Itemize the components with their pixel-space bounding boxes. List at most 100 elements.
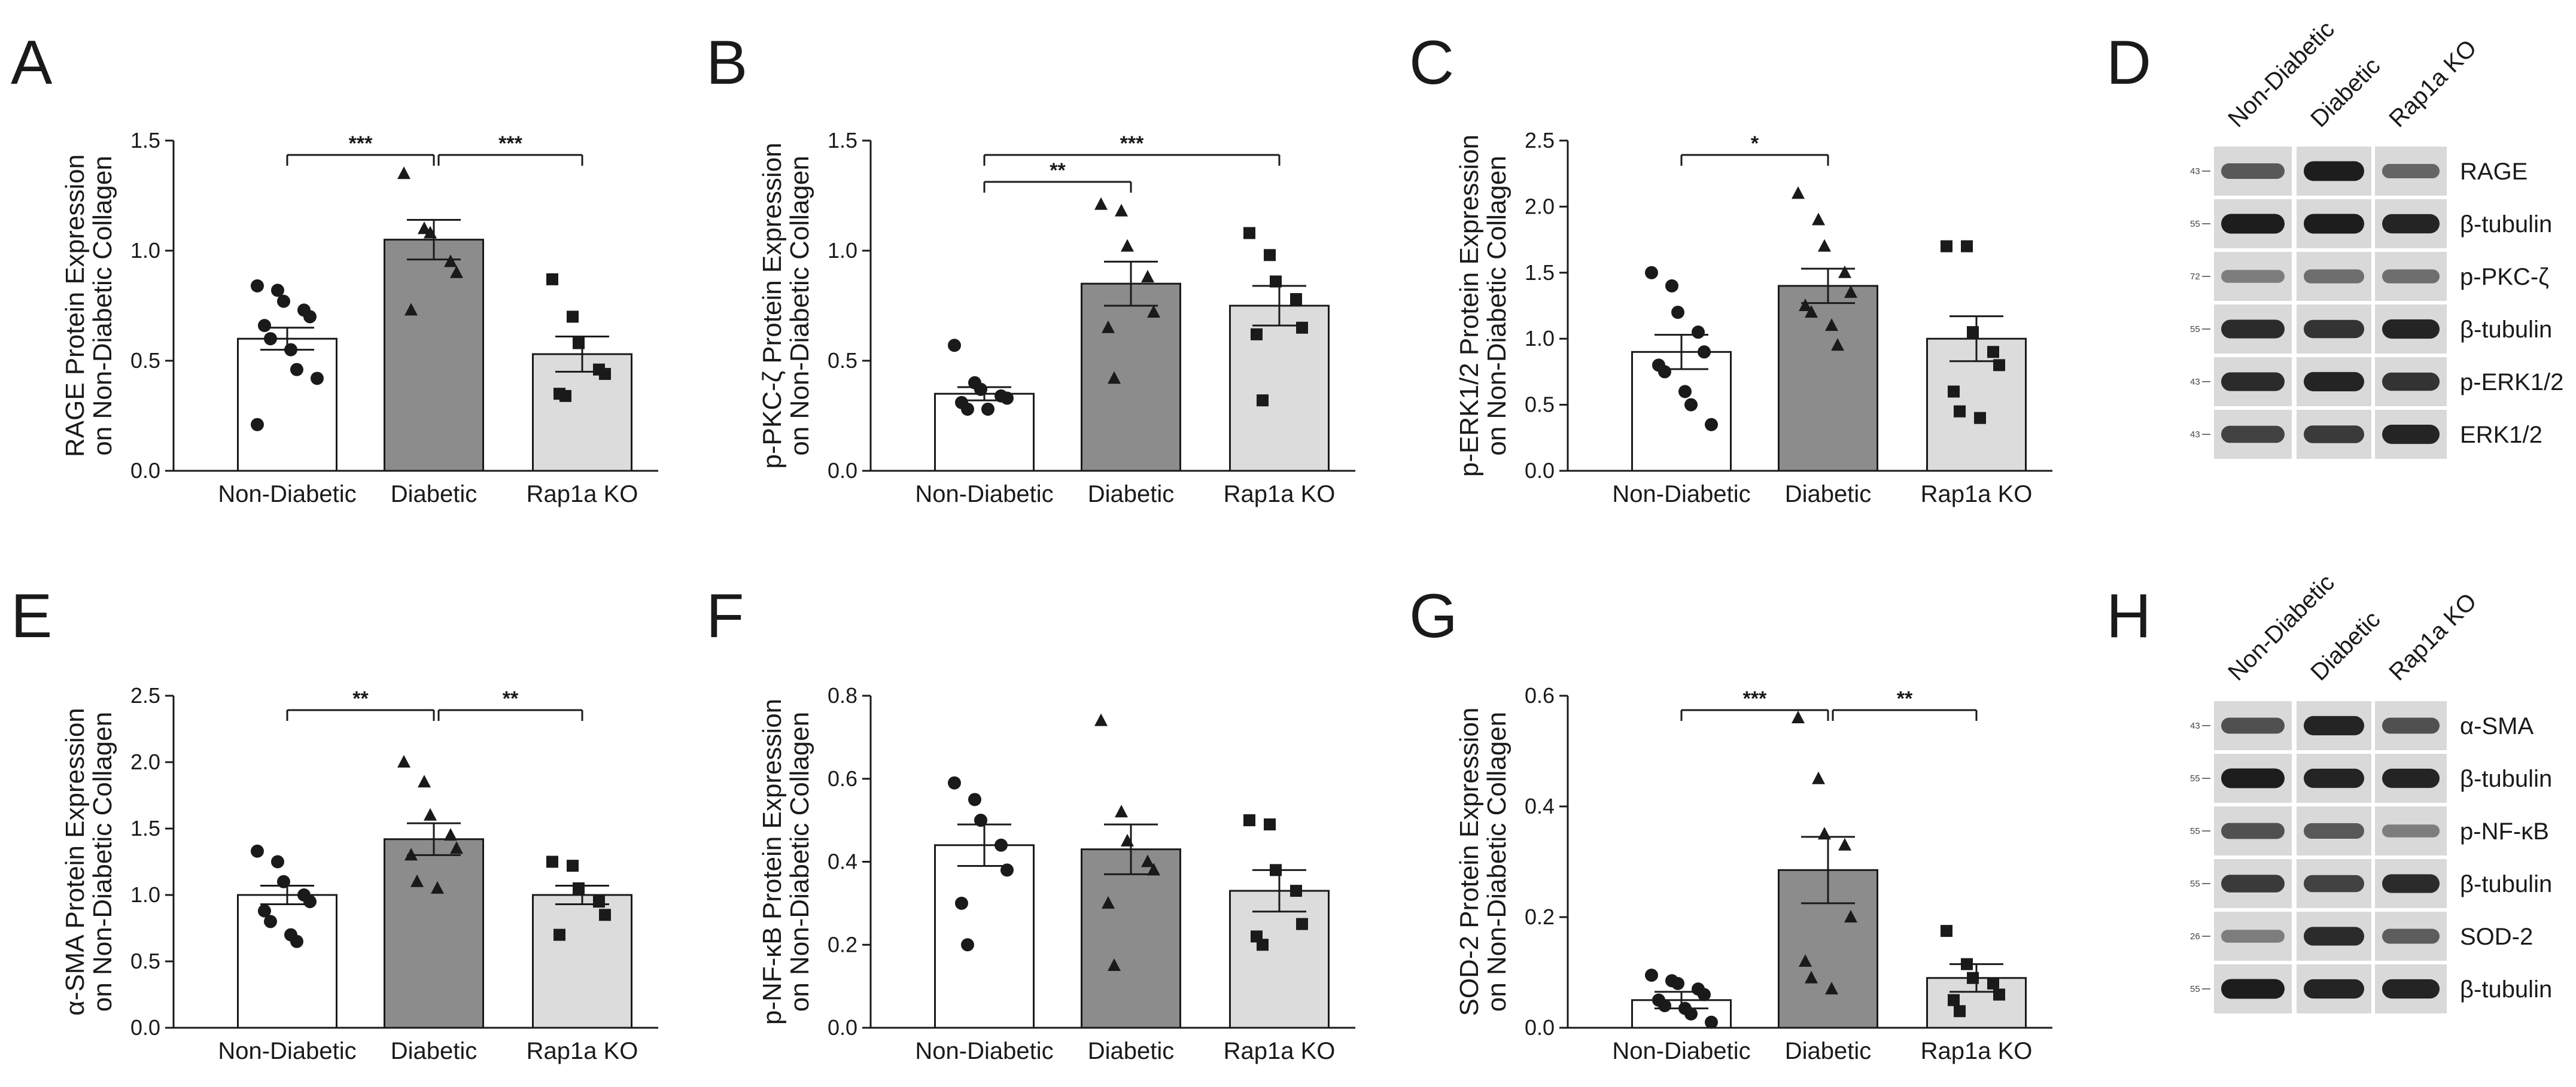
chart-g-point — [1645, 969, 1658, 982]
chart-c-sig-label: * — [1751, 132, 1759, 155]
chart-f-category-label-2: Rap1a KO — [1224, 1038, 1336, 1064]
chart-g-point — [1948, 994, 1960, 1006]
chart-g-point — [1993, 988, 2005, 1001]
chart-f: 0.0 0.2 0.4 0.6 0.8 p-NF-κB Protein Expressio… — [758, 683, 1355, 1064]
chart-e-sig-label: ** — [503, 687, 519, 710]
blot-h-mw-marker: 55 — [2190, 984, 2200, 994]
blot-d-band — [2304, 269, 2364, 284]
chart-e-point — [405, 848, 418, 861]
blot-h-lane-bg — [2214, 912, 2292, 961]
chart-a-point — [290, 363, 303, 376]
chart-f-point — [1147, 863, 1160, 876]
chart-c-point — [1838, 265, 1851, 278]
chart-f-point — [1094, 713, 1108, 726]
chart-b-category-label-1: Diabetic — [1088, 481, 1175, 507]
blot-d-band — [2221, 319, 2285, 339]
chart-g-ytick-label: 0.6 — [1525, 683, 1555, 708]
chart-b-point — [1243, 227, 1255, 239]
chart-e-point — [444, 828, 457, 841]
chart-b-ylabel-line1: p-PKC-ζ Protein Expression — [758, 142, 787, 468]
blot-d-row-label-1: β-tubulin — [2460, 211, 2552, 238]
chart-f-point — [1000, 863, 1014, 877]
blot-h-band — [2304, 715, 2364, 736]
panel-letter-g: G — [1409, 581, 1458, 651]
blot-d-band — [2221, 372, 2285, 391]
blot-d-band — [2382, 214, 2440, 234]
blot-h-band — [2382, 824, 2440, 838]
chart-c-ytick-label: 1.0 — [1525, 326, 1555, 351]
chart-f-point — [1102, 896, 1115, 909]
blot-d-row-label-3: β-tubulin — [2460, 316, 2552, 343]
blot-d-mw-marker: 55 — [2190, 324, 2200, 334]
chart-b-point — [1094, 197, 1108, 210]
chart-a-point — [405, 303, 418, 316]
chart-a-ytick-label: 1.5 — [130, 128, 160, 153]
panel-letter-d: D — [2106, 28, 2151, 98]
chart-e-point — [410, 874, 424, 887]
chart-f-category-label-1: Diabetic — [1088, 1038, 1175, 1064]
chart-f-point — [1115, 805, 1128, 818]
chart-c-point — [1825, 318, 1838, 331]
blot-h-lane-bg — [2375, 806, 2447, 855]
chart-b-bar-1 — [1081, 282, 1181, 472]
chart-b-point — [1147, 305, 1160, 318]
chart-a-point — [311, 372, 324, 385]
blot-d-row-label-5: ERK1/2 — [2460, 422, 2542, 448]
chart-e-point — [450, 841, 463, 854]
chart-c-point — [1799, 299, 1812, 311]
chart-c-ytick-label: 0.5 — [1525, 392, 1555, 417]
blot-h-mw-marker: 43 — [2190, 721, 2200, 731]
chart-g-category-label-0: Non-Diabetic — [1612, 1038, 1750, 1064]
chart-f-point — [1257, 939, 1269, 951]
chart-g-point — [1825, 982, 1838, 995]
chart-g-point — [1961, 958, 1973, 970]
chart-f-ytick-label: 0.4 — [828, 849, 857, 874]
blot-h-column-header-1: Diabetic — [2306, 606, 2385, 686]
chart-c-point — [1705, 418, 1718, 431]
chart-f-point — [1290, 885, 1302, 897]
chart-e-ytick-label: 2.5 — [130, 683, 160, 708]
blot-h-band — [2221, 875, 2285, 893]
chart-e-point — [290, 934, 303, 948]
panel-letters: A B C D E F G H — [11, 28, 2151, 651]
chart-c-category-label-1: Diabetic — [1785, 481, 1872, 507]
chart-e-point — [258, 904, 271, 918]
chart-a-point — [284, 343, 297, 357]
blot-d-band — [2382, 319, 2440, 339]
chart-a-sig-label: *** — [498, 132, 522, 155]
chart-e-bar-0 — [237, 894, 337, 1029]
blot-d-band — [2382, 372, 2440, 391]
chart-a-point — [303, 310, 317, 324]
chart-c-ytick-label: 1.5 — [1525, 260, 1555, 285]
chart-a-ylabel-line2: on Non-Diabetic Collagen — [88, 156, 117, 455]
chart-b-category-label-2: Rap1a KO — [1224, 481, 1336, 507]
chart-e-bar-1 — [384, 838, 484, 1029]
blot-h-band — [2221, 717, 2285, 734]
chart-g-point — [1705, 1015, 1718, 1029]
chart-c-point — [1684, 398, 1698, 412]
chart-b-point — [1121, 239, 1134, 252]
chart-f-point — [1141, 854, 1154, 867]
chart-a-ytick-label: 0.0 — [130, 458, 160, 483]
chart-c-category-label-2: Rap1a KO — [1921, 481, 2033, 507]
blot-h-band — [2382, 928, 2440, 944]
chart-e-ytick-label: 0.5 — [130, 949, 160, 973]
chart-e-point — [546, 855, 558, 868]
blot-h-row-label-5: β-tubulin — [2460, 976, 2552, 1003]
chart-g-point — [1844, 910, 1857, 922]
chart-c-point — [1665, 279, 1678, 293]
chart-a-bar-2 — [532, 353, 632, 472]
blot-d-band — [2304, 161, 2364, 181]
chart-g-point — [1812, 771, 1825, 784]
blot-h-band — [2304, 979, 2364, 999]
blot-h-band — [2382, 768, 2440, 788]
blot-d-column-header-2: Rap1a KO — [2384, 35, 2481, 132]
chart-c-point — [1658, 365, 1671, 379]
chart-f-ylabel-line2: on Non-Diabetic Collagen — [785, 712, 814, 1012]
blot-h-mw-marker: 55 — [2190, 879, 2200, 889]
chart-c-point — [1993, 359, 2005, 372]
chart-g-sig-label: *** — [1743, 687, 1767, 710]
chart-b-point — [1296, 321, 1308, 334]
